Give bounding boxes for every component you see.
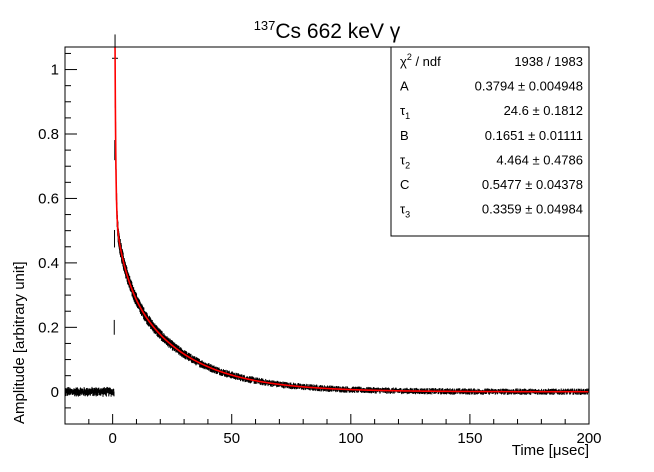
- y-tick-label: 1: [51, 62, 59, 79]
- y-tick-label: 0.8: [38, 126, 59, 143]
- stats-row-value: 4.464 ± 0.4786: [496, 152, 583, 167]
- stats-row-name: τ2: [400, 152, 410, 170]
- y-tick-label: 0.4: [38, 255, 59, 272]
- stats-row-name: τ1: [400, 103, 410, 121]
- y-axis: 0 0.2 0.4 0.6 0.8 1: [38, 52, 77, 425]
- y-tick-label: 0.2: [38, 319, 59, 336]
- stats-row-name: χ2 / ndf: [400, 52, 441, 69]
- x-tick-label: 0: [108, 430, 116, 447]
- stats-row-value: 0.5477 ± 0.04378: [482, 177, 583, 192]
- x-axis-label: Time [μsec]: [512, 442, 589, 459]
- x-tick-label: 200: [576, 430, 601, 447]
- x-axis: 0 50 100 150 200: [64, 414, 602, 447]
- y-axis-label: Amplitude [arbitrary unit]: [11, 261, 28, 424]
- stats-row-value: 0.3359 ± 0.04984: [482, 202, 583, 217]
- stats-row-name: τ3: [400, 202, 410, 220]
- stats-row-name: B: [400, 128, 409, 143]
- x-tick-label: 100: [338, 430, 363, 447]
- stats-row-value: 24.6 ± 0.1812: [504, 103, 583, 118]
- title-text: Cs 662 keV γ: [275, 20, 400, 43]
- fit-curve: [114, 46, 589, 393]
- title-superscript: 137: [254, 18, 276, 33]
- stats-row-value: 1938 / 1983: [514, 54, 583, 69]
- stats-row-name: C: [400, 177, 409, 192]
- y-tick-label: 0.6: [38, 190, 59, 207]
- fit-statistics-box: χ2 / ndf 1938 / 1983 A 0.3794 ± 0.004948 τ1 2…: [390, 46, 590, 237]
- x-tick-label: 150: [457, 430, 482, 447]
- stats-row-name: A: [400, 79, 409, 94]
- fit-layer: [114, 46, 589, 393]
- x-tick-label: 50: [223, 430, 240, 447]
- stats-row-value: 0.3794 ± 0.004948: [475, 79, 583, 94]
- chart-title: 137Cs 662 keV γ: [254, 18, 401, 43]
- y-tick-label: 0: [51, 384, 59, 401]
- stats-box-frame: [390, 46, 590, 237]
- stats-row-value: 0.1651 ± 0.01111: [485, 128, 583, 143]
